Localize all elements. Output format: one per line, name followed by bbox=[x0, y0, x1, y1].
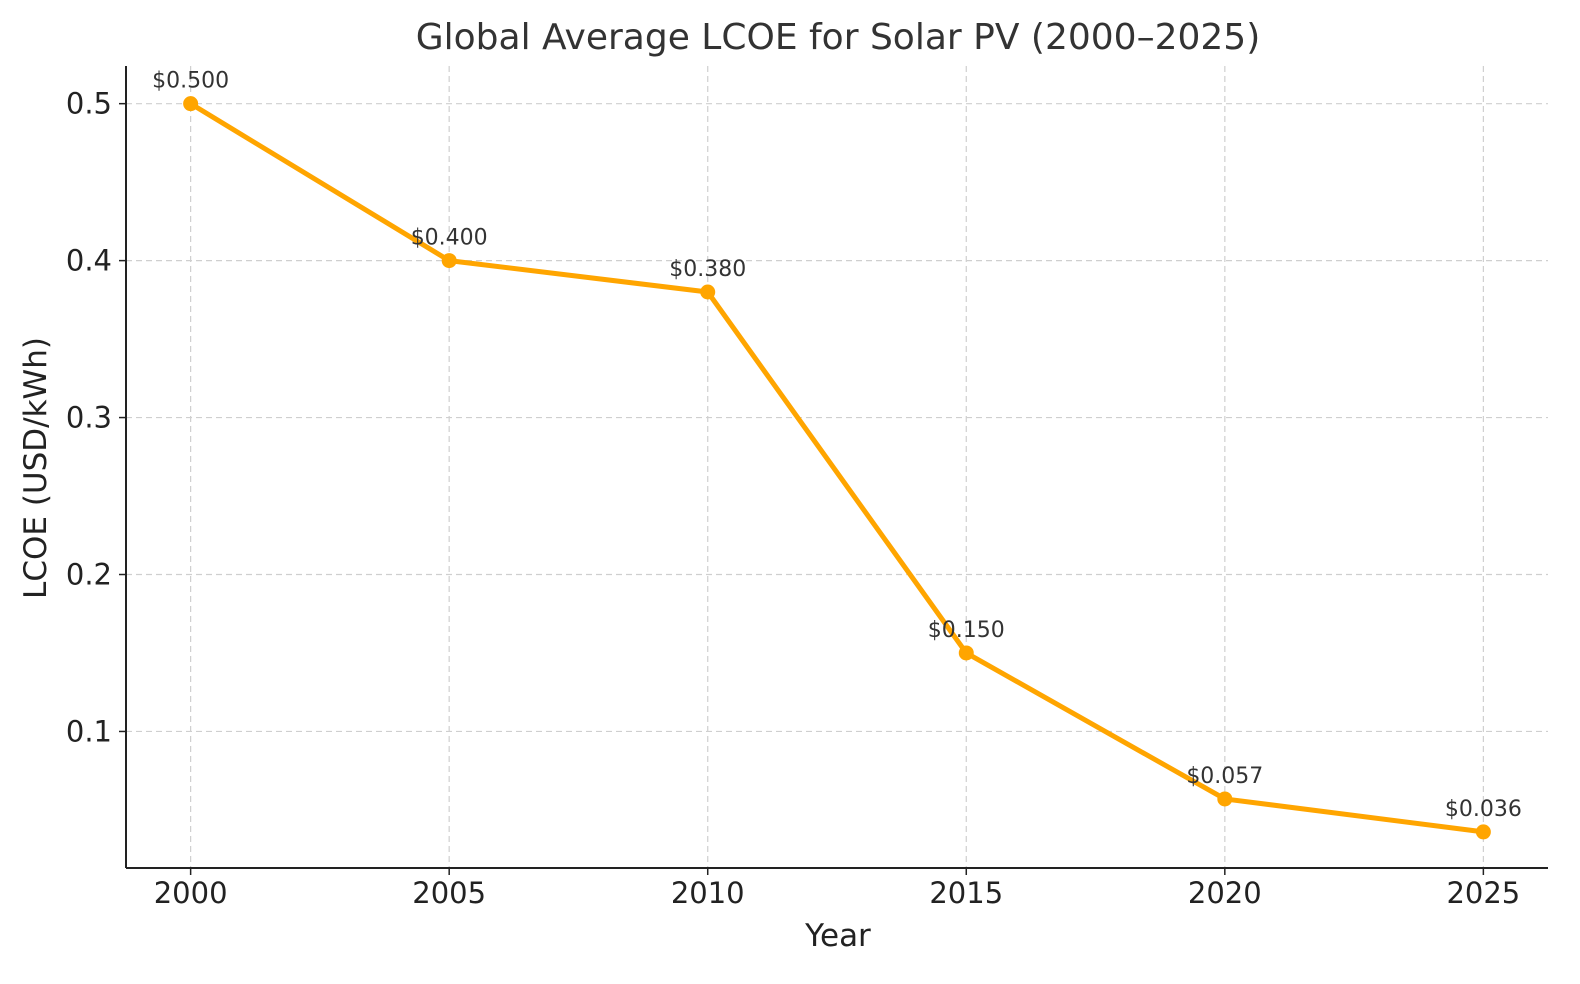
data-label-2010: $0.380 bbox=[669, 257, 746, 282]
x-tick-label-2020: 2020 bbox=[1188, 876, 1262, 910]
data-point-2005 bbox=[441, 253, 457, 269]
data-label-2005: $0.400 bbox=[411, 226, 488, 251]
data-point-2020 bbox=[1217, 791, 1233, 807]
x-tick-label-2005: 2005 bbox=[412, 876, 486, 910]
axes-layer bbox=[125, 66, 1548, 869]
x-tick-label-2010: 2010 bbox=[671, 876, 745, 910]
chart-title: Global Average LCOE for Solar PV (2000–2… bbox=[416, 17, 1261, 58]
series-layer bbox=[183, 96, 1491, 840]
y-tick-label-0-3: 0.3 bbox=[66, 401, 112, 435]
y-tick-label-0-4: 0.4 bbox=[66, 244, 112, 278]
data-label-2020: $0.057 bbox=[1186, 764, 1263, 789]
x-tick-label-2000: 2000 bbox=[154, 876, 228, 910]
data-point-2015 bbox=[958, 645, 974, 661]
y-tick-label-0-2: 0.2 bbox=[66, 558, 112, 592]
x-axis-label: Year bbox=[804, 918, 871, 954]
y-axis-label: LCOE (USD/kWh) bbox=[18, 337, 54, 599]
data-label-2000: $0.500 bbox=[152, 69, 229, 94]
data-point-2000 bbox=[183, 96, 199, 112]
y-tick-label-0-1: 0.1 bbox=[66, 714, 112, 748]
x-tick-label-2015: 2015 bbox=[929, 876, 1003, 910]
data-label-2025: $0.036 bbox=[1445, 797, 1522, 822]
x-tick-label-2025: 2025 bbox=[1446, 876, 1520, 910]
data-label-2015: $0.150 bbox=[928, 618, 1005, 643]
data-point-2010 bbox=[700, 284, 716, 300]
series-line-0 bbox=[188, 101, 1486, 835]
y-tick-label-0-5: 0.5 bbox=[66, 87, 112, 121]
data-label-layer: $0.500 $0.400 $0.380 $0.150 $0.057 $0.036 bbox=[152, 69, 1522, 822]
grid-layer bbox=[126, 66, 1548, 868]
tick-layer: 2000 2005 2010 2015 2020 2025 0.1 0.2 0.3 0.4 0.5 bbox=[66, 87, 1520, 910]
data-point-2025 bbox=[1475, 824, 1491, 840]
